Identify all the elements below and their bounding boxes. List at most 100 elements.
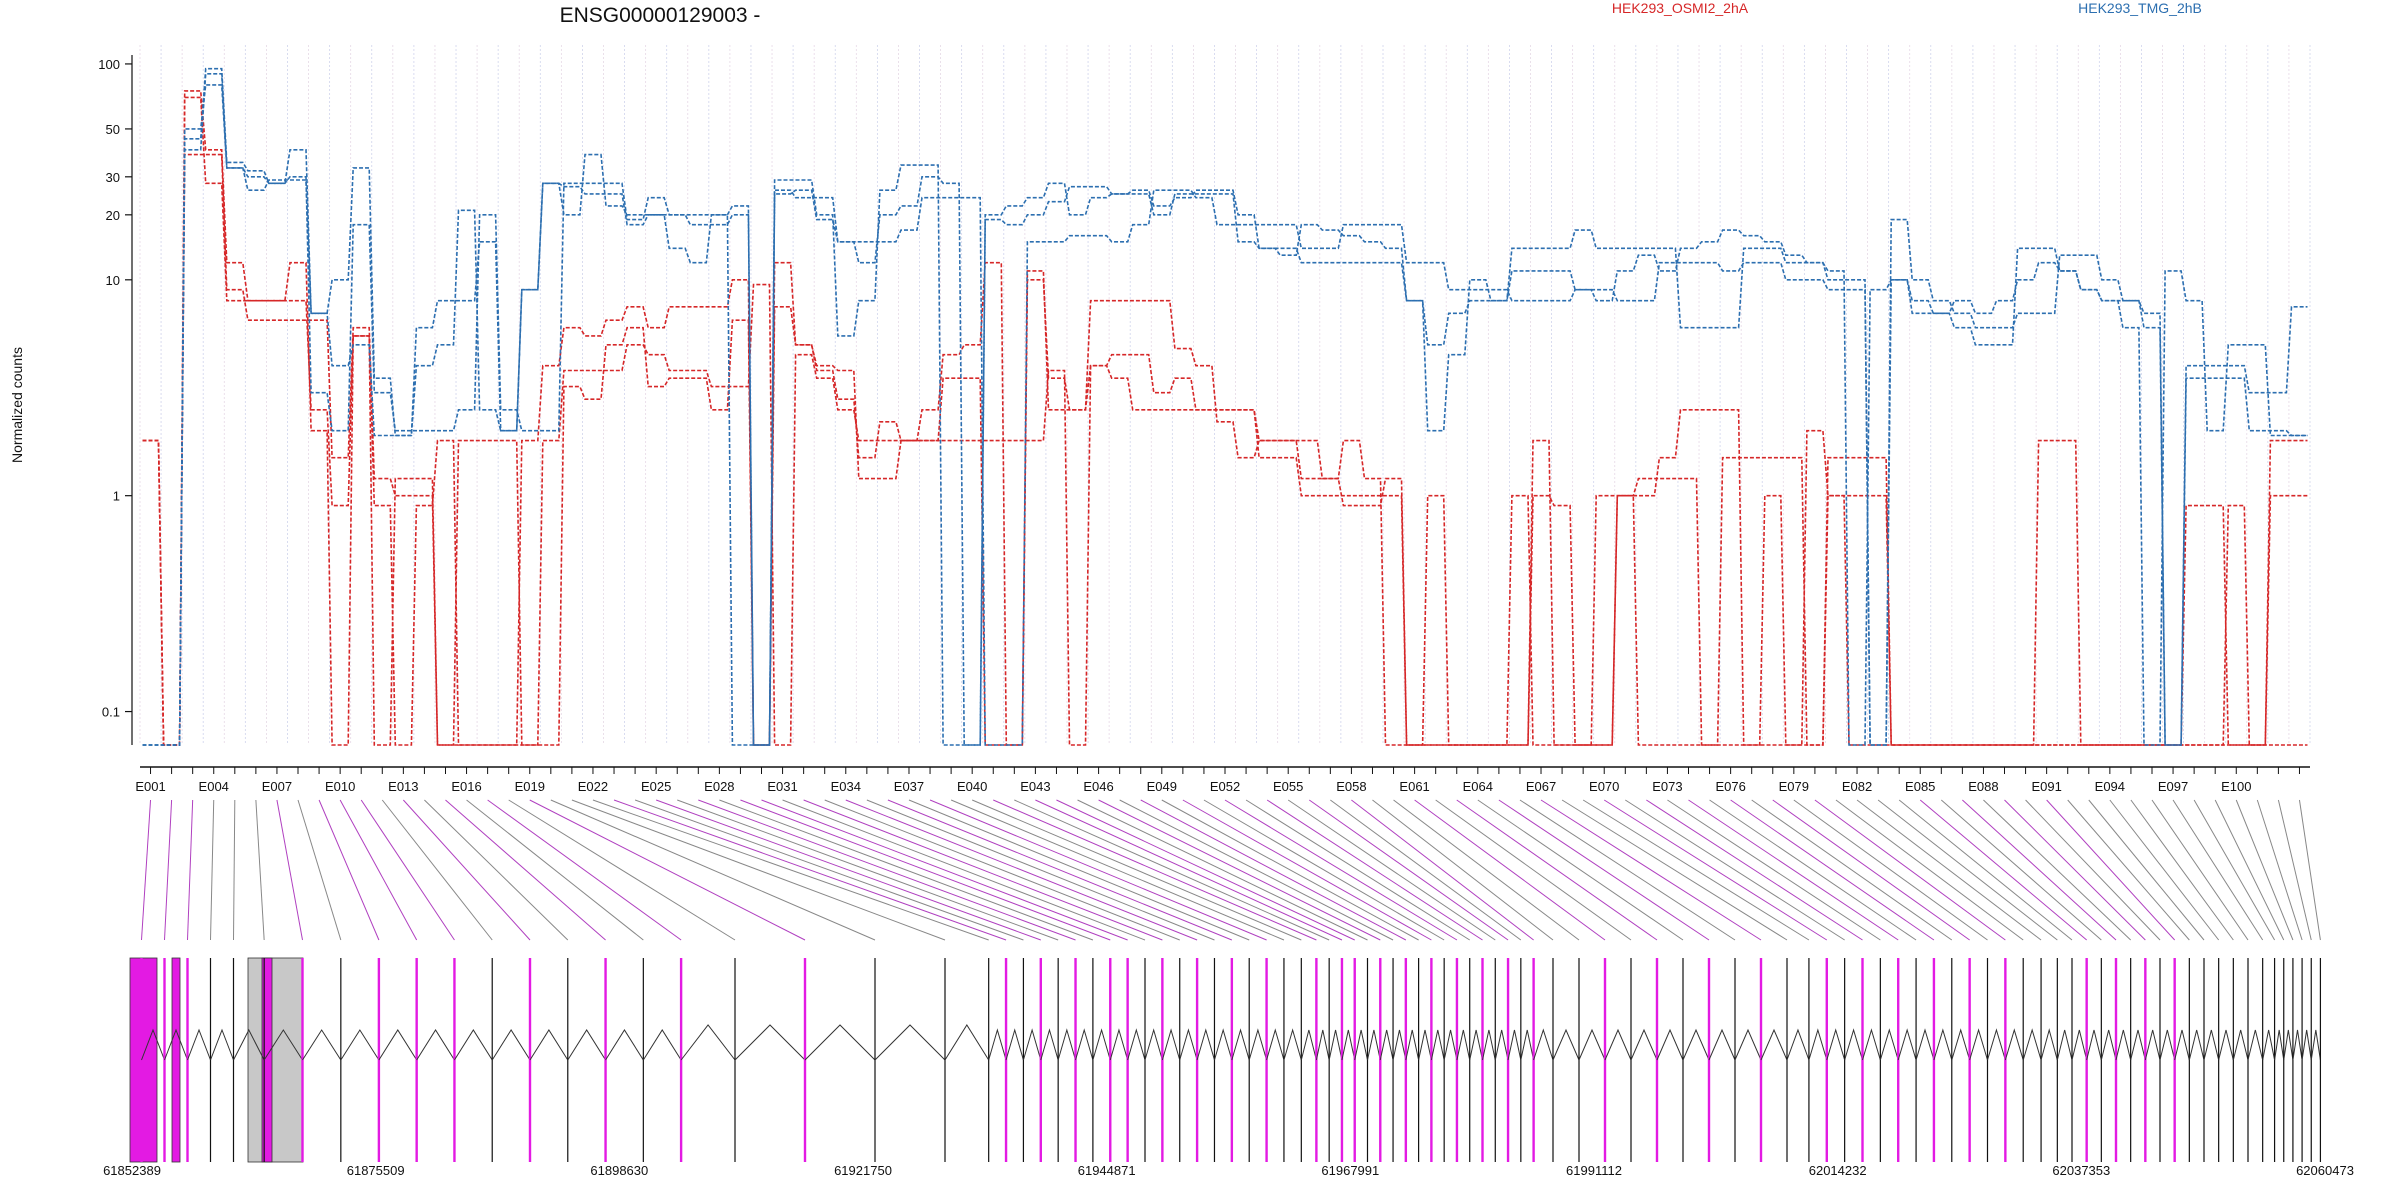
exon-connector (1077, 799, 1368, 941)
exon-tick-label: E010 (325, 779, 355, 794)
intron-connector (1578, 1028, 1606, 1061)
y-tick-label: 0.1 (102, 705, 120, 720)
genomic-tick-label: 62014232 (1809, 1163, 1867, 1178)
exon-tick-label: E019 (515, 779, 545, 794)
intron-connector (1213, 1028, 1233, 1061)
exon-tick-label: E025 (641, 779, 671, 794)
series-line-4 (142, 73, 2308, 746)
exon-connector (993, 799, 1317, 941)
exon-tick-label: E049 (1147, 779, 1177, 794)
genomic-tick-label: 61967991 (1321, 1163, 1379, 1178)
exon-connector (360, 799, 455, 941)
intron-connector (1604, 1028, 1632, 1061)
exon-connector (1793, 799, 1988, 941)
intron-connector (1443, 1029, 1458, 1061)
intron-connector (2203, 1029, 2220, 1061)
exon-connector (2193, 799, 2276, 941)
exon-connector (276, 799, 303, 941)
intron-connector (1808, 1028, 1828, 1061)
exon-block-highlighted (171, 957, 181, 1163)
exon-connector (187, 799, 194, 941)
exon-connector (2130, 799, 2234, 941)
intron-connector (1179, 1028, 1198, 1061)
intron-connector (378, 1029, 418, 1061)
exon-connector (1435, 799, 1632, 941)
genomic-tick-label: 61852389 (103, 1163, 161, 1178)
exon-connector (1098, 799, 1381, 941)
intron-connector (605, 1029, 644, 1061)
intron-connector (1300, 1029, 1317, 1061)
exon-tick-label: E067 (1526, 779, 1556, 794)
y-tick-label: 100 (98, 57, 120, 72)
exon-connector (824, 799, 1180, 941)
exon-tick-label: E055 (1273, 779, 1303, 794)
exon-connector (655, 799, 1041, 941)
exon-connector (929, 799, 1267, 941)
exon-connector (845, 799, 1198, 941)
intron-connector (529, 1029, 569, 1061)
intron-connector (1915, 1028, 1935, 1061)
exon-connector (1751, 799, 1953, 941)
exon-block-gray (247, 957, 304, 1163)
exon-connector (2046, 799, 2176, 941)
intron-connector (1969, 1028, 1988, 1061)
exon-connector (740, 799, 1111, 941)
exon-connector (1456, 799, 1658, 941)
exon-connector (297, 799, 342, 941)
exon-tick-label: E079 (1779, 779, 1809, 794)
intron-connector (2310, 1029, 2321, 1061)
intron-connector (1075, 1028, 1094, 1061)
exon-connector (445, 799, 606, 941)
exon-tick-label: E034 (831, 779, 861, 794)
exon-connector (1835, 799, 2024, 941)
exon-connectors (141, 799, 2321, 941)
intron-connector (1161, 1028, 1181, 1061)
intron-connector (1367, 1029, 1381, 1061)
genomic-tick-label: 62060473 (2296, 1163, 2354, 1178)
intron-connector (2159, 1029, 2176, 1061)
exon-connector (210, 799, 215, 941)
y-tick-label: 50 (106, 122, 120, 137)
intron-connector (2301, 1029, 2312, 1061)
intron-connector (1266, 1028, 1285, 1061)
exon-connector (950, 799, 1285, 941)
exon-connector (402, 799, 531, 941)
exon-tick-label: E073 (1652, 779, 1682, 794)
exon-connector (508, 799, 736, 941)
legend-label-group-a: HEK293_OSMI2_2hA (1612, 0, 1749, 16)
intron-connector (1057, 1028, 1077, 1061)
exon-connector (339, 799, 418, 941)
legend-label-group-b: HEK293_TMG_2hB (2078, 0, 2202, 16)
intron-connector (2188, 1029, 2205, 1061)
series-line-3 (142, 90, 2308, 746)
intron-connector (1734, 1028, 1762, 1061)
exon-connector (1372, 799, 1554, 941)
exon-connector (1962, 799, 2117, 941)
intron-connector (2174, 1029, 2190, 1061)
intron-connector (1379, 1029, 1394, 1061)
exon-connector (1561, 799, 1788, 941)
intron-connector (1897, 1028, 1917, 1061)
series-lines (142, 67, 2308, 746)
exon-connector (1477, 799, 1684, 941)
exon-connector (1709, 799, 1917, 941)
intron-connector (988, 1028, 1007, 1061)
intron-connector (1630, 1028, 1658, 1061)
intron-connector (1826, 1028, 1846, 1061)
exon-tick-label: E013 (388, 779, 418, 794)
exon-connector (887, 799, 1233, 941)
exon-tick-label: E064 (1463, 779, 1493, 794)
exon-connector (1245, 799, 1470, 941)
genomic-tick-label: 62037353 (2052, 1163, 2110, 1178)
exon-connector (233, 799, 236, 941)
exon-connector (1898, 799, 2073, 941)
y-axis-title: Normalized counts (9, 347, 25, 463)
exon-connector (634, 799, 1024, 941)
exon-connector (1140, 799, 1407, 941)
exon-tick-label: E004 (199, 779, 229, 794)
exon-connector (761, 799, 1128, 941)
intron-connector (2115, 1029, 2132, 1061)
intron-connector (1005, 1028, 1024, 1061)
intron-connector (2130, 1029, 2146, 1061)
intron-connector (1418, 1029, 1432, 1061)
